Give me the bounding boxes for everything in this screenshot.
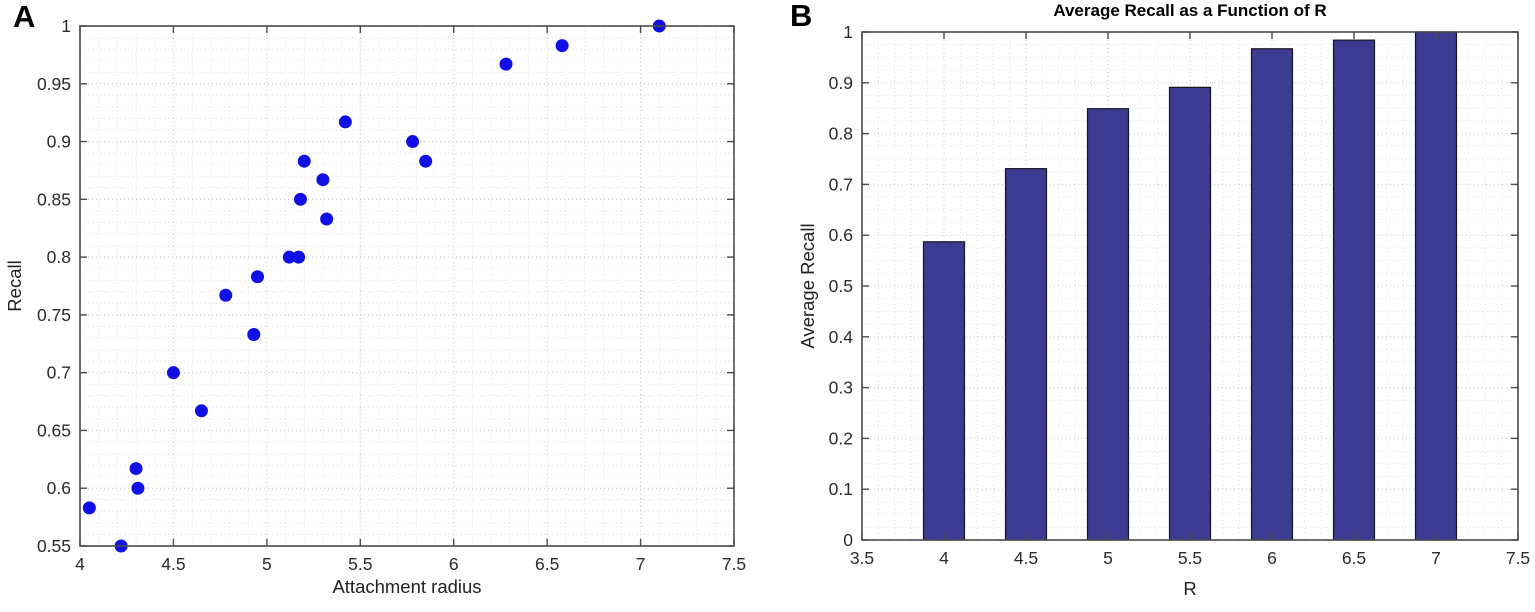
y-tick-label: 0.4 [829, 327, 854, 347]
scatter-y-axis-label: Recall [4, 260, 25, 312]
scatter-point [320, 212, 334, 226]
x-tick-label: 6.5 [535, 554, 559, 574]
scatter-point [251, 270, 265, 284]
y-tick-label: 0.75 [37, 305, 71, 325]
bar-y-axis-label: Average Recall [797, 223, 818, 349]
x-tick-label: 7.5 [1506, 548, 1530, 568]
scatter-point [555, 39, 569, 53]
panel-b: 3.5 4 4.5 5 5.5 6 6.5 7 7.5 0 0.1 0.2 0.3 0.4 0.5 0.6 0.… [768, 0, 1535, 612]
scatter-point [219, 288, 233, 302]
scatter-point [406, 135, 420, 149]
bar [1332, 39, 1376, 541]
scatter-point [338, 115, 352, 129]
y-tick-label: 1 [61, 16, 71, 36]
x-tick-label: 5.5 [348, 554, 372, 574]
y-tick-label: 0 [843, 530, 853, 550]
y-tick-label: 0.65 [37, 420, 71, 440]
panel-b-letter: B [790, 0, 813, 33]
y-tick-label: 0.8 [829, 124, 853, 144]
bar-chart: 3.5 4 4.5 5 5.5 6 6.5 7 7.5 0 0.1 0.2 0.3 0.4 0.5 0.6 0.… [829, 22, 1530, 568]
scatter-point [166, 366, 180, 380]
bar-chart-title: Average Recall as a Function of R [1053, 1, 1327, 20]
scatter-point [499, 57, 513, 71]
bar [1414, 31, 1458, 541]
x-tick-label: 7 [636, 554, 646, 574]
y-tick-label: 0.95 [37, 74, 71, 94]
x-tick-label: 7 [1431, 548, 1441, 568]
y-tick-label: 1 [843, 22, 853, 42]
x-tick-label: 4.5 [161, 554, 185, 574]
y-tick-label: 0.7 [829, 174, 853, 194]
scatter-point [131, 481, 145, 495]
scatter-point [129, 462, 143, 476]
x-tick-label: 4 [75, 554, 85, 574]
x-tick-label: 6 [1267, 548, 1277, 568]
scatter-plot: 4 4.5 5 5.5 6 6.5 7 7.5 0.55 0.6 0.65 0.7 0.75 0.8 0.8… [37, 16, 746, 574]
y-tick-label: 0.9 [829, 73, 853, 93]
x-tick-label: 4 [939, 548, 949, 568]
x-tick-label: 4.5 [1014, 548, 1038, 568]
x-tick-label: 5 [1103, 548, 1113, 568]
bar [1004, 168, 1048, 541]
scatter-point [316, 173, 330, 187]
scatter-point [282, 250, 296, 264]
scatter-point [292, 250, 306, 264]
scatter-point [293, 192, 307, 206]
y-tick-label: 0.3 [829, 378, 853, 398]
scatter-point [419, 154, 433, 168]
bar-x-axis-label: R [1183, 578, 1197, 599]
scatter-point [82, 501, 96, 515]
scatter-point [247, 328, 261, 342]
panel-a: 4 4.5 5 5.5 6 6.5 7 7.5 0.55 0.6 0.65 0.7 0.75 0.8 0.8… [4, 0, 746, 597]
x-tick-label: 5.5 [1178, 548, 1202, 568]
scatter-point [297, 154, 311, 168]
y-tick-label: 0.55 [37, 536, 71, 556]
panel-a-letter: A [13, 0, 36, 34]
y-tick-label: 0.2 [829, 428, 853, 448]
x-tick-label: 3.5 [850, 548, 874, 568]
y-tick-label: 0.8 [47, 247, 71, 267]
y-tick-label: 0.6 [829, 225, 853, 245]
y-tick-label: 0.5 [829, 276, 853, 296]
bar [1086, 108, 1130, 541]
x-tick-label: 6.5 [1342, 548, 1366, 568]
y-tick-label: 0.6 [47, 478, 71, 498]
y-tick-label: 0.9 [47, 132, 71, 152]
y-tick-label: 0.7 [47, 363, 71, 383]
y-tick-label: 0.85 [37, 189, 71, 209]
scatter-x-axis-label: Attachment radius [332, 576, 482, 597]
bar [922, 241, 966, 541]
scatter-point [194, 404, 208, 418]
x-tick-label: 6 [449, 554, 459, 574]
x-tick-label: 5 [262, 554, 272, 574]
bar [1250, 48, 1294, 541]
axes-box [79, 25, 735, 547]
y-tick-label: 0.1 [829, 479, 853, 499]
bar [1168, 86, 1212, 541]
x-tick-label: 7.5 [722, 554, 746, 574]
